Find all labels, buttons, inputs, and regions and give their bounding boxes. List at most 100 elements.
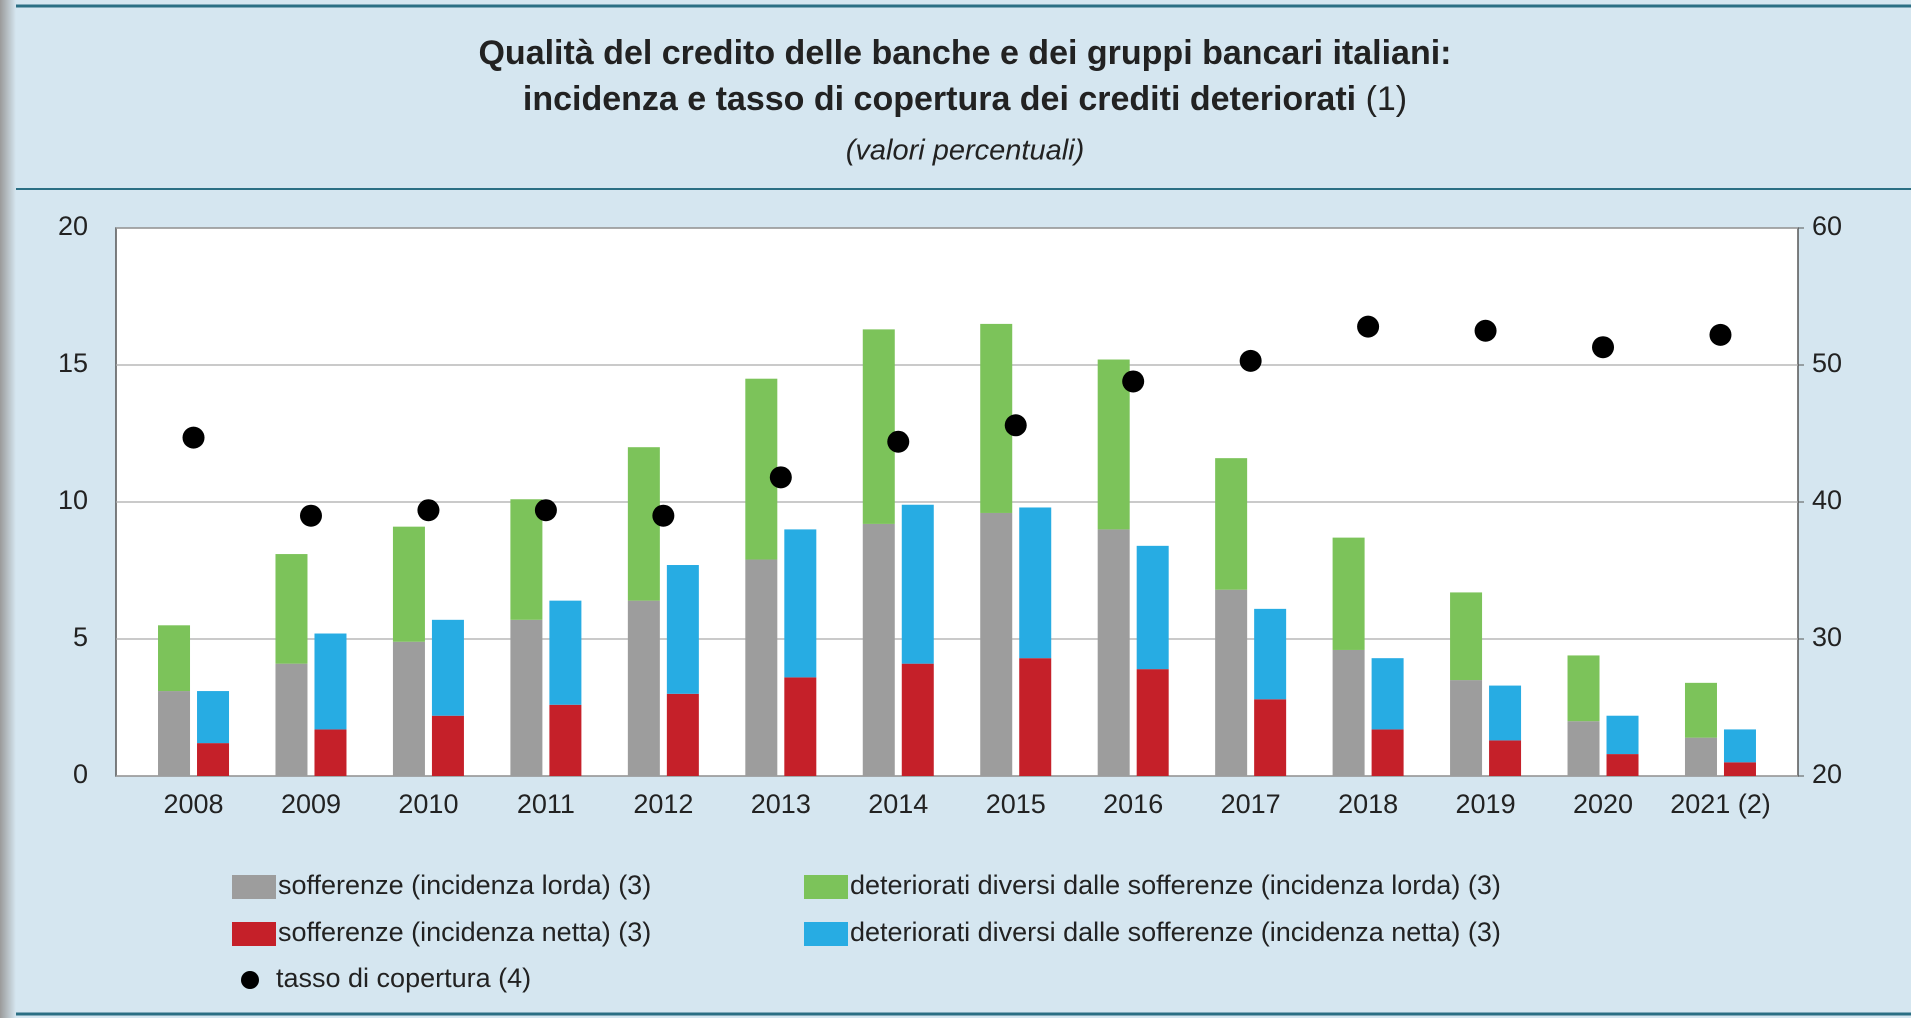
bar [431,619,464,716]
x-tick-label: 2014 [868,789,928,819]
bar [1019,658,1052,776]
dot [534,499,557,522]
bar [1332,649,1365,776]
y-tick-label: 20 [58,211,88,241]
bar [158,625,191,692]
dot [652,504,675,527]
bar [197,691,230,744]
bar [314,633,347,730]
edge-shade [0,0,16,1018]
x-tick-label: 2017 [1221,789,1281,819]
bar [1567,655,1600,722]
bar [1684,682,1717,738]
bar [784,529,817,678]
bar [1097,529,1130,776]
bar [392,641,425,776]
legend-label: sofferenze (incidenza lorda) (3) [278,870,651,900]
bar [980,323,1013,513]
bar [1450,680,1483,776]
bar [666,693,699,776]
bar [1489,685,1522,741]
x-tick-label: 2008 [163,789,223,819]
bar [1215,458,1248,590]
y2-tick-label: 30 [1812,622,1842,652]
y2-tick-label: 20 [1812,759,1842,789]
chart-subtitle: (valori percentuali) [846,135,1085,167]
marks [158,315,1756,776]
bar [901,663,934,776]
legend-swatch [232,922,276,946]
bar [431,715,464,776]
y-tick-label: 10 [58,485,88,515]
legend-dot [241,971,259,989]
bar [197,743,230,776]
bar [1215,589,1248,776]
bar [314,729,347,776]
x-tick-label: 2010 [398,789,458,819]
bar [901,504,934,664]
bar [666,565,699,694]
x-tick-label: 2019 [1456,789,1516,819]
chart-title: incidenza e tasso di copertura dei credi… [523,80,1407,118]
bar [275,663,308,776]
bar [745,378,778,560]
dot [1004,414,1027,437]
y-tick-label: 5 [73,622,88,652]
x-tick-label: 2018 [1338,789,1398,819]
legend-swatch [804,922,848,946]
bar [275,554,308,664]
y-tick-label: 15 [58,348,88,378]
bar [980,512,1013,776]
dot [887,430,910,453]
bar [1136,669,1169,776]
bar [1019,507,1052,659]
dot [1122,370,1145,393]
bar [1371,658,1404,730]
bar [1606,715,1639,755]
bar [158,691,191,776]
bar [1723,729,1756,763]
x-tick-label: 2021 (2) [1670,789,1771,819]
title-line: incidenza e tasso di copertura dei credi… [523,80,1356,118]
legend-label: deteriorati diversi dalle sofferenze (in… [850,917,1501,947]
x-tick-label: 2009 [281,789,341,819]
bar [1332,537,1365,650]
dot [1357,315,1380,338]
bar [1723,762,1756,776]
bar [745,559,778,776]
dot [1474,319,1497,342]
bar [862,329,895,524]
legend-label: tasso di copertura (4) [276,963,531,993]
x-tick-label: 2015 [986,789,1046,819]
bar [1606,754,1639,776]
bar [1489,740,1522,776]
x-tick-label: 2013 [751,789,811,819]
x-tick-label: 2020 [1573,789,1633,819]
bar [1254,608,1287,700]
dot [182,426,205,449]
bar [1371,729,1404,776]
bar [784,677,817,776]
dot [769,466,792,489]
bar [627,600,660,776]
y2-tick-label: 40 [1812,485,1842,515]
dot [1239,349,1262,372]
bar [627,447,660,601]
legend-swatch [232,875,276,899]
bar [510,619,543,776]
bar [510,499,543,620]
y2-tick-label: 60 [1812,211,1842,241]
y-tick-label: 0 [73,759,88,789]
x-tick-label: 2012 [633,789,693,819]
bar [1450,592,1483,681]
title-note: (1) [1366,80,1408,118]
x-tick-label: 2011 [517,789,575,819]
dot [299,504,322,527]
bar [1254,699,1287,776]
y2-tick-label: 50 [1812,348,1842,378]
bar [862,523,895,776]
bar [1684,737,1717,776]
bar [1136,545,1169,670]
